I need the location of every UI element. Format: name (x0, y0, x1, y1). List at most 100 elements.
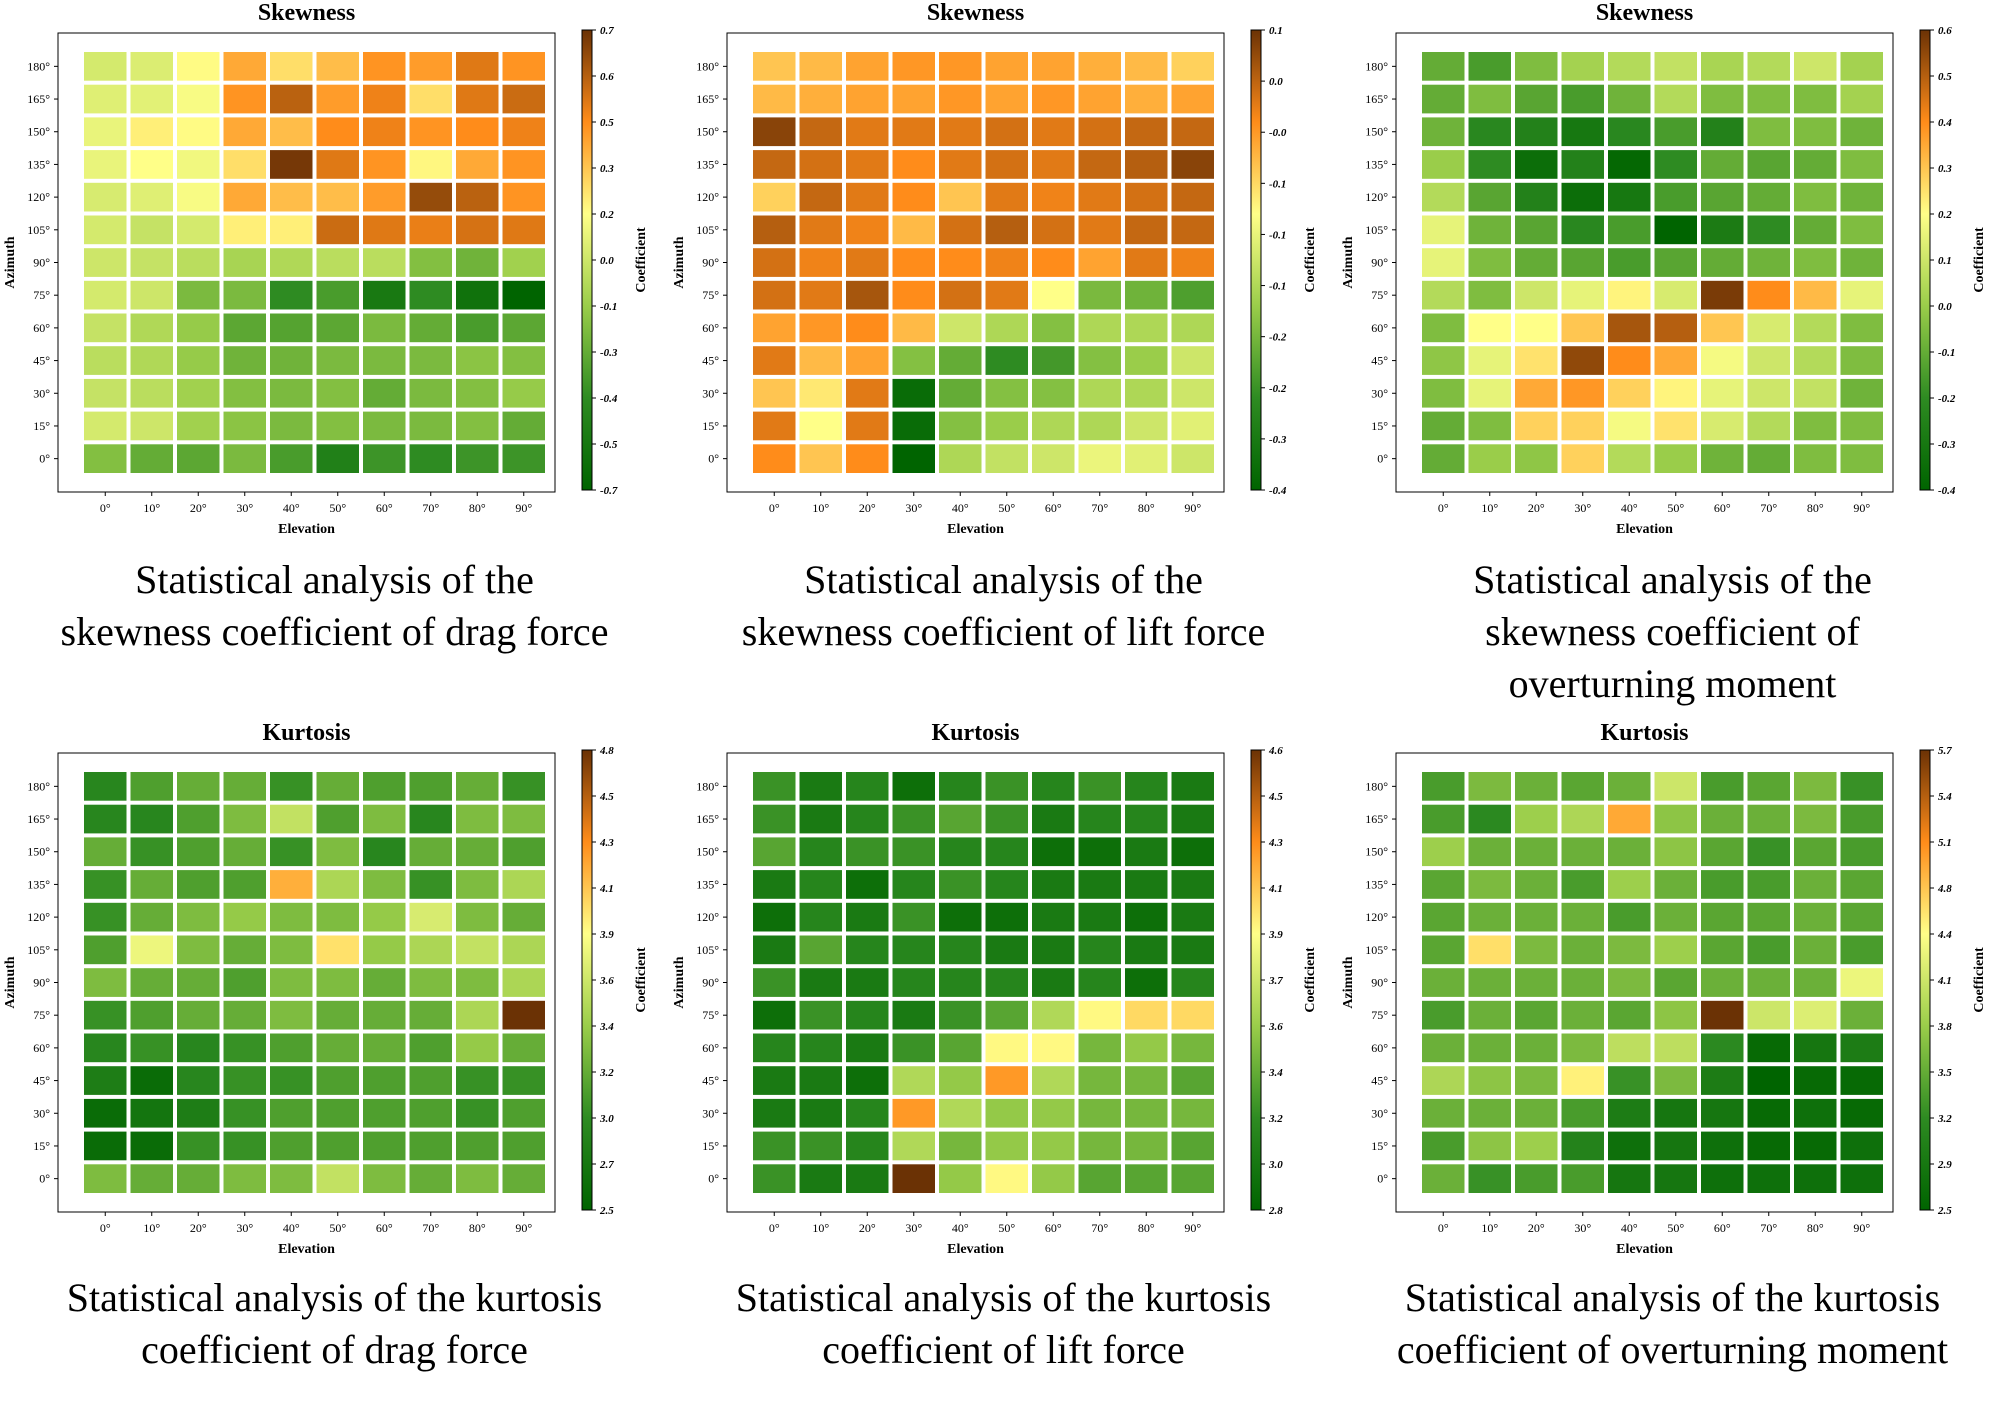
heatmap-cell (1701, 346, 1744, 375)
heatmap-cell (1171, 870, 1214, 899)
colorbar-tick-label: 3.2 (1268, 1113, 1283, 1125)
heatmap-cell (1171, 804, 1214, 834)
heatmap-cell (1515, 346, 1558, 375)
heatmap-cell (270, 837, 313, 867)
heatmap-cell (846, 248, 889, 277)
heatmap-cell (1794, 1164, 1837, 1193)
heatmap-cell (223, 1098, 266, 1128)
heatmap-cell (799, 968, 842, 997)
y-tick-label: 90° (33, 256, 50, 270)
heatmap-cell (1171, 280, 1214, 310)
heatmap-cell (939, 1098, 982, 1128)
heatmap-cell (84, 150, 127, 179)
heatmap-cell (1840, 117, 1883, 147)
heatmap-cell (1608, 84, 1651, 114)
heatmap-cell (1422, 84, 1465, 114)
heatmap-cell (363, 182, 406, 212)
heatmap-cell (177, 378, 220, 408)
heatmap-cell (1125, 150, 1168, 179)
x-tick-label: 90° (515, 1221, 532, 1235)
heatmap-cell (1468, 935, 1511, 965)
heatmap-cell (799, 870, 842, 899)
heatmap-cell (502, 837, 545, 867)
heatmap-cell (985, 870, 1028, 899)
heatmap-cell (1561, 1098, 1604, 1128)
heatmap-cell (1701, 968, 1744, 997)
heatmap-cell (1468, 378, 1511, 408)
heatmap-cell (1561, 215, 1604, 245)
heatmap-cell (1078, 248, 1121, 277)
heatmap-cell (1078, 935, 1121, 965)
heatmap-cell (985, 1164, 1028, 1193)
heatmap-cell (1515, 1000, 1558, 1030)
heatmap-cell (1654, 1131, 1697, 1161)
heatmap-cell (409, 1131, 452, 1161)
heatmap-cell (799, 1066, 842, 1095)
heatmap-cell (363, 52, 406, 81)
colorbar-tick-label: 3.6 (599, 975, 614, 987)
heatmap-cell (1840, 870, 1883, 899)
heatmap-cell (363, 1131, 406, 1161)
colorbar-tick-label: 4.1 (1937, 975, 1952, 987)
x-tick-label: 40° (1621, 1221, 1638, 1235)
heatmap-cell (846, 772, 889, 801)
heatmap-cell (1794, 1000, 1837, 1030)
heatmap-cell (1840, 902, 1883, 932)
heatmap-cell (892, 870, 935, 899)
heatmap-cell (1794, 1098, 1837, 1128)
heatmap-cell (1608, 837, 1651, 867)
heatmap-cell (363, 444, 406, 473)
heatmap-cell (270, 313, 313, 343)
x-tick-label: 20° (859, 501, 876, 515)
heatmap-cell (1125, 182, 1168, 212)
colorbar-tick-label: 2.9 (1937, 1159, 1952, 1171)
x-tick-label: 0° (769, 1221, 780, 1235)
heatmap-cell (753, 837, 796, 867)
caption-kurtosis-overturning: Statistical analysis of the kurtosis coe… (1396, 1275, 1949, 1372)
heatmap-cell (270, 182, 313, 212)
heatmap-cell (409, 1033, 452, 1063)
heatmap-cell (1032, 313, 1075, 343)
heatmap-cell (84, 837, 127, 867)
colorbar-tick-label: 5.4 (1938, 791, 1952, 803)
heatmap-cell (892, 411, 935, 441)
heatmap-cell (502, 313, 545, 343)
heatmap-cell (1747, 837, 1790, 867)
colorbar-label: Coefficient (1303, 947, 1318, 1013)
y-tick-label: 165° (1365, 92, 1388, 106)
colorbar-tick-label: 0.0 (600, 255, 614, 267)
heatmap-cell (1032, 968, 1075, 997)
colorbar-tick-label: 0.3 (600, 163, 614, 175)
panel-kurtosis-overturning: Kurtosis 0° 10° 20° 30° 40° 50° 60° 70° 80° 90° 180… (1338, 720, 2007, 1408)
heatmap-cell (1654, 935, 1697, 965)
y-tick-label: 60° (1371, 1041, 1388, 1055)
colorbar-tick-label: 4.4 (1937, 929, 1952, 941)
heatmap-cell (223, 804, 266, 834)
heatmap-cell (1561, 1131, 1604, 1161)
heatmap-cell (799, 1098, 842, 1128)
heatmap-cell (316, 378, 359, 408)
heatmap-cell (1171, 52, 1214, 81)
colorbar-tick-label: 3.2 (1937, 1113, 1952, 1125)
heatmap-cell (985, 1066, 1028, 1095)
heatmap-cell (223, 215, 266, 245)
x-tick-label: 80° (1807, 501, 1824, 515)
heatmap-cell (363, 1066, 406, 1095)
x-tick-label: 80° (1138, 501, 1155, 515)
heatmap-cell (1701, 772, 1744, 801)
heatmap-cell (177, 215, 220, 245)
y-tick-label: 75° (1371, 288, 1388, 302)
heatmap-cell (939, 378, 982, 408)
heatmap-cell (130, 1033, 173, 1063)
heatmap-cell (84, 1033, 127, 1063)
figure: Skewness 0° 10° 20° 30° 40° 50° 60° 70° 80° 90° 180… (3, 0, 1987, 1372)
colorbar-tick-label: 0.6 (1938, 25, 1952, 37)
heatmap-cell (1794, 1066, 1837, 1095)
heatmap-cell (1608, 870, 1651, 899)
heatmap-cell (1125, 378, 1168, 408)
heatmap-cell (1608, 1098, 1651, 1128)
heatmap-cell (1422, 150, 1465, 179)
heatmap-cell (1794, 902, 1837, 932)
heatmap-cell (1654, 117, 1697, 147)
heatmap-cell (84, 1066, 127, 1095)
